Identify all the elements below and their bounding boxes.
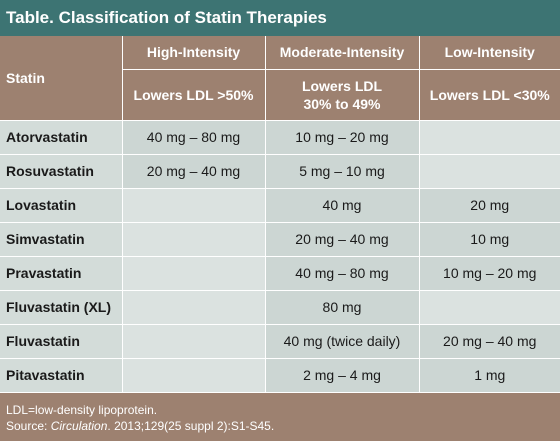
- source-prefix: Source:: [6, 419, 51, 433]
- moderate-intensity-dose: 2 mg – 4 mg: [265, 358, 420, 393]
- low-intensity-dose: [419, 154, 560, 189]
- high-intensity-dose: [122, 222, 266, 257]
- high-intensity-subheader: Lowers LDL >50%: [122, 69, 266, 121]
- low-intensity-dose: 1 mg: [419, 358, 560, 393]
- low-intensity-dose: 10 mg – 20 mg: [419, 256, 560, 291]
- low-intensity-dose: [419, 120, 560, 155]
- table-row: Fluvastatin 40 mg (twice daily) 20 mg – …: [0, 324, 560, 359]
- high-intensity-dose: [122, 256, 266, 291]
- statin-name: Fluvastatin: [0, 324, 123, 359]
- source-details: . 2013;129(25 suppl 2):S1-S45.: [107, 419, 275, 433]
- high-intensity-dose: 20 mg – 40 mg: [122, 154, 266, 189]
- table-row: Simvastatin 20 mg – 40 mg 10 mg: [0, 222, 560, 257]
- high-intensity-dose: [122, 290, 266, 325]
- high-intensity-header: High-Intensity: [122, 36, 266, 70]
- statin-name: Pravastatin: [0, 256, 123, 291]
- low-intensity-dose: 20 mg: [419, 188, 560, 223]
- statin-name: Lovastatin: [0, 188, 123, 223]
- low-intensity-header: Low-Intensity: [419, 36, 560, 70]
- high-intensity-dose: 40 mg – 80 mg: [122, 120, 266, 155]
- source-citation: Source: Circulation. 2013;129(25 suppl 2…: [6, 418, 560, 434]
- moderate-intensity-dose: 40 mg – 80 mg: [265, 256, 420, 291]
- low-intensity-dose: [419, 290, 560, 325]
- high-intensity-dose: [122, 188, 266, 223]
- moderate-intensity-dose: 5 mg – 10 mg: [265, 154, 420, 189]
- high-intensity-dose: [122, 358, 266, 393]
- statin-name: Pitavastatin: [0, 358, 123, 393]
- table-row: Pravastatin 40 mg – 80 mg 10 mg – 20 mg: [0, 256, 560, 291]
- abbreviation-note: LDL=low-density lipoprotein.: [6, 403, 158, 417]
- table-title: Table. Classification of Statin Therapie…: [0, 0, 560, 36]
- moderate-intensity-dose: 40 mg: [265, 188, 420, 223]
- low-intensity-subheader: Lowers LDL <30%: [419, 69, 560, 121]
- moderate-intensity-dose: 10 mg – 20 mg: [265, 120, 420, 155]
- moderate-intensity-dose: 40 mg (twice daily): [265, 324, 420, 359]
- statin-classification-table: Statin High-Intensity Moderate-Intensity…: [0, 36, 560, 393]
- table-row: Atorvastatin 40 mg – 80 mg 10 mg – 20 mg: [0, 120, 560, 155]
- moderate-intensity-dose: 20 mg – 40 mg: [265, 222, 420, 257]
- moderate-sub-line2: 30% to 49%: [303, 95, 381, 112]
- table-footnote: LDL=low-density lipoprotein. Source: Cir…: [0, 393, 560, 441]
- header-row: Statin High-Intensity Moderate-Intensity…: [0, 36, 560, 121]
- statin-name: Rosuvastatin: [0, 154, 123, 189]
- table-row: Pitavastatin 2 mg – 4 mg 1 mg: [0, 358, 560, 393]
- low-intensity-dose: 10 mg: [419, 222, 560, 257]
- statin-column-header: Statin: [0, 36, 123, 121]
- moderate-intensity-subheader: Lowers LDL 30% to 49%: [265, 69, 420, 121]
- moderate-intensity-dose: 80 mg: [265, 290, 420, 325]
- table-row: Rosuvastatin 20 mg – 40 mg 5 mg – 10 mg: [0, 154, 560, 189]
- source-journal: Circulation: [50, 419, 108, 433]
- low-intensity-dose: 20 mg – 40 mg: [419, 324, 560, 359]
- table-row: Lovastatin 40 mg 20 mg: [0, 188, 560, 223]
- moderate-sub-line1: Lowers LDL: [301, 77, 383, 94]
- statin-name: Simvastatin: [0, 222, 123, 257]
- table-row: Fluvastatin (XL) 80 mg: [0, 290, 560, 325]
- statin-name: Atorvastatin: [0, 120, 123, 155]
- subheader-row: Lowers LDL >50% Lowers LDL 30% to 49% Lo…: [0, 69, 560, 121]
- high-intensity-dose: [122, 324, 266, 359]
- statin-name: Fluvastatin (XL): [0, 290, 123, 325]
- moderate-intensity-header: Moderate-Intensity: [265, 36, 420, 70]
